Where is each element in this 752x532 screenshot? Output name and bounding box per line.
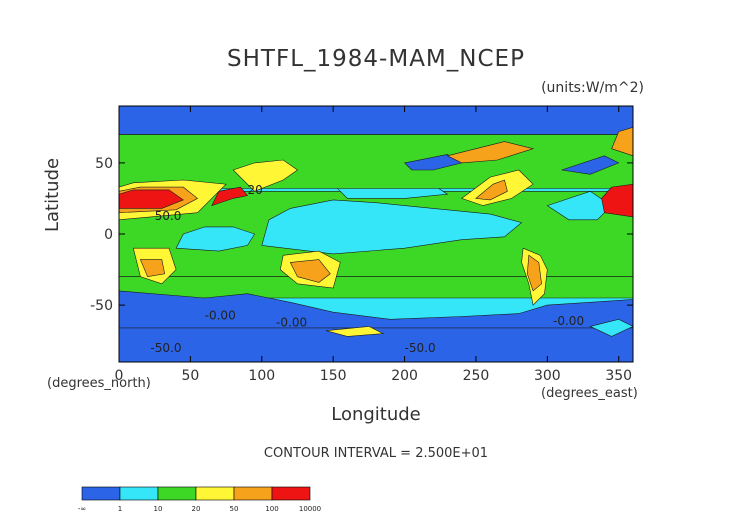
contour-label-0: -50.0 <box>150 341 181 355</box>
contour-label-5: 20 <box>248 183 263 197</box>
contour-label-6: 50.0 <box>155 209 182 223</box>
colorbar-swatch-4 <box>233 486 273 501</box>
heatmap-region-8 <box>118 134 634 189</box>
colorbar-label-4: 50 <box>230 505 239 513</box>
colorbar-swatch-5 <box>271 486 311 501</box>
contour-labels: -50.0 -50.0 -0.00 -0.00 -0.00 20 50.0 <box>150 183 584 355</box>
y-tick-label-0: 0 <box>104 227 113 243</box>
y-unit-label: (degrees_north) <box>47 376 151 391</box>
y-axis: -50 0 50 <box>90 156 633 314</box>
y-tick-label--50: -50 <box>90 298 113 314</box>
colorbar-swatch-1 <box>119 486 159 501</box>
x-tick-label-200: 200 <box>391 368 418 384</box>
x-tick-label-0: 0 <box>115 368 124 384</box>
colorbar-label-1: 1 <box>118 505 122 513</box>
heatmap-region-20 <box>139 259 166 278</box>
x-axis-label: Longitude <box>331 404 421 425</box>
x-tick-label-150: 150 <box>320 368 347 384</box>
contour-label-2: -0.00 <box>205 308 236 322</box>
chart-title: SHTFL_1984-MAM_NCEP <box>227 46 525 72</box>
colorbar-swatch-2 <box>157 486 197 501</box>
heatmap-region-29 <box>325 326 385 337</box>
units-label: (units:W/m^2) <box>541 80 644 96</box>
x-axis: 0 50 100 150 200 250 300 350 <box>115 106 632 384</box>
heatmap-region-1 <box>261 199 523 255</box>
colorbar: -∞ 1 10 20 50 100 10000 <box>78 486 321 513</box>
heatmap-regions <box>118 105 634 363</box>
y-tick-label-50: 50 <box>95 156 113 172</box>
x-unit-label: (degrees_east) <box>541 386 638 401</box>
colorbar-swatch-3 <box>195 486 235 501</box>
heatmap-region-9 <box>118 105 634 135</box>
x-tick-label-300: 300 <box>534 368 561 384</box>
heatmap-region-25 <box>601 183 634 218</box>
heatmap-region-15 <box>211 186 249 207</box>
colorbar-label-0: -∞ <box>78 505 86 513</box>
colorbar-label-5: 100 <box>265 505 278 513</box>
contour-label-3: -0.00 <box>276 315 307 329</box>
heatmap-region-16 <box>232 159 299 192</box>
heatmap-region-2 <box>175 226 256 252</box>
colorbar-swatch-0 <box>81 486 121 501</box>
x-tick-label-250: 250 <box>463 368 490 384</box>
colorbar-label-3: 20 <box>192 505 201 513</box>
heatmap-region-24 <box>526 254 542 292</box>
contour-label-1: -50.0 <box>405 341 436 355</box>
heatmap-region-22 <box>475 179 508 201</box>
colorbar-label-6: 10000 <box>299 505 321 513</box>
heatmap-region-10 <box>403 154 463 171</box>
heatmap-region-18 <box>289 259 331 283</box>
heatmap-region-26 <box>446 141 535 164</box>
x-tick-label-50: 50 <box>181 368 199 384</box>
x-tick-label-350: 350 <box>605 368 632 384</box>
colorbar-label-2: 10 <box>154 505 163 513</box>
heatmap-region-11 <box>561 155 620 175</box>
heatmap-region-5 <box>118 276 634 299</box>
x-tick-label-100: 100 <box>248 368 275 384</box>
contour-label-4: -0.00 <box>553 314 584 328</box>
contour-interval-label: CONTOUR INTERVAL = 2.500E+01 <box>263 446 489 461</box>
